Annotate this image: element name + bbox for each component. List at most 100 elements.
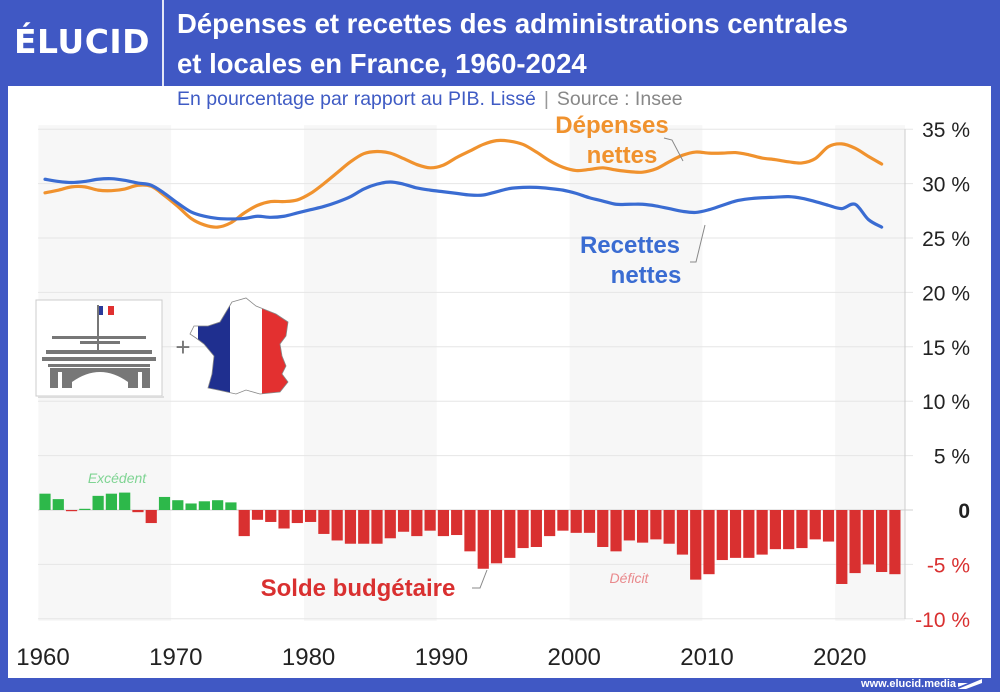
bar-1987 xyxy=(397,510,410,532)
bar-1968 xyxy=(145,510,157,524)
surplus-annotation: Excédent xyxy=(88,470,147,486)
title-line-1: Dépenses et recettes des administrations… xyxy=(177,8,848,39)
bar-2013 xyxy=(743,510,755,558)
bar-2022 xyxy=(862,510,874,565)
bar-1966 xyxy=(119,492,131,510)
series-lines xyxy=(43,138,884,229)
budget-balance-bars xyxy=(39,492,901,584)
bar-2016 xyxy=(783,510,795,550)
depenses-label-line2: nettes xyxy=(587,142,658,169)
bar-1990 xyxy=(437,510,449,537)
x-tick-label: 2020 xyxy=(813,644,866,671)
bar-1971 xyxy=(185,503,197,510)
bar-1996 xyxy=(517,510,529,549)
x-tick-label: 1960 xyxy=(16,644,69,671)
bar-1977 xyxy=(265,510,277,522)
bar-1961 xyxy=(52,499,64,510)
bar-1981 xyxy=(318,510,330,534)
bar-1988 xyxy=(411,510,423,537)
elucid-logo: ÉLUCID xyxy=(14,22,151,61)
bar-2003 xyxy=(610,510,622,552)
x-tick-label: 1970 xyxy=(149,644,202,671)
header-divider xyxy=(162,0,164,86)
bar-2015 xyxy=(769,510,781,550)
depenses-connector xyxy=(663,137,684,162)
bar-1997 xyxy=(530,510,542,547)
plus-icon: + xyxy=(175,332,190,362)
y-tick-label: 15 % xyxy=(922,337,970,360)
bar-1980 xyxy=(305,510,317,522)
bar-2017 xyxy=(796,510,808,549)
y-tick-label: -10 % xyxy=(915,609,970,632)
bar-2019 xyxy=(822,510,835,542)
y-tick-label: -5 % xyxy=(927,554,970,577)
footer-url[interactable]: www.elucid.media xyxy=(861,678,956,690)
bar-1989 xyxy=(424,510,436,531)
y-tick-label: 35 % xyxy=(922,119,970,142)
bar-1982 xyxy=(331,510,343,541)
recettes-label-line2: nettes xyxy=(611,262,682,289)
recettes-label-line1: Recettes xyxy=(580,232,680,259)
y-tick-label: 0 xyxy=(958,500,970,523)
bar-1960 xyxy=(39,493,51,510)
y-tick-label: 5 % xyxy=(934,446,970,469)
bar-1967 xyxy=(132,510,144,513)
subtitle-text: En pourcentage par rapport au PIB. Lissé xyxy=(177,88,536,110)
bar-2001 xyxy=(583,510,596,533)
bar-2024 xyxy=(889,510,901,575)
bar-1991 xyxy=(451,510,463,536)
title-line-2: et locales en France, 1960-2024 xyxy=(177,48,587,79)
building-with-flag-icon xyxy=(35,299,164,398)
bar-1986 xyxy=(384,510,396,539)
bar-1979 xyxy=(291,510,303,524)
bar-1984 xyxy=(358,510,370,544)
solde-connector xyxy=(472,569,488,589)
recettes-line xyxy=(43,177,884,229)
bar-2023 xyxy=(876,510,888,573)
bar-2009 xyxy=(690,510,702,580)
subtitle-separator: | xyxy=(543,88,549,110)
bar-1974 xyxy=(225,502,237,510)
bar-1993 xyxy=(477,510,489,569)
bar-1995 xyxy=(504,510,516,558)
bar-1975 xyxy=(238,510,250,537)
bar-1962 xyxy=(65,510,78,512)
bar-2011 xyxy=(716,510,728,561)
bar-2012 xyxy=(729,510,742,558)
recettes-connector xyxy=(690,224,706,263)
chart-title: Dépenses et recettes des administrations… xyxy=(177,4,987,84)
x-tick-label: 1980 xyxy=(282,644,335,671)
depenses-label-line1: Dépenses xyxy=(555,112,668,139)
depenses-line xyxy=(43,138,884,229)
bar-1978 xyxy=(278,510,290,529)
bar-1963 xyxy=(79,508,91,510)
bar-1964 xyxy=(92,495,104,510)
bar-2014 xyxy=(756,510,768,555)
axis-ticks: 35 % 30 % 25 % 20 % 15 % 10 % 5 % 0 -5 % -10 % 196… xyxy=(16,119,970,671)
bar-1976 xyxy=(251,510,264,520)
bar-2008 xyxy=(676,510,689,555)
deficit-annotation: Déficit xyxy=(610,570,650,586)
solde-label: Solde budgétaire xyxy=(261,575,456,602)
x-tick-label: 2000 xyxy=(548,644,601,671)
chart-panel xyxy=(8,86,991,678)
bar-2018 xyxy=(809,510,821,540)
elucid-mark-icon xyxy=(958,679,982,689)
source-text: Source : Insee xyxy=(556,88,683,110)
bar-1970 xyxy=(172,500,184,510)
bar-1973 xyxy=(212,500,224,510)
x-tick-label: 2010 xyxy=(680,644,733,671)
header: ÉLUCID Dépenses et recettes des administ… xyxy=(0,0,1000,86)
y-tick-label: 25 % xyxy=(922,228,970,251)
bar-2020 xyxy=(836,510,848,584)
bar-1965 xyxy=(105,493,117,510)
bar-2004 xyxy=(623,510,635,541)
bar-2002 xyxy=(597,510,609,547)
bar-1998 xyxy=(544,510,556,537)
bar-1994 xyxy=(490,510,503,564)
bar-1983 xyxy=(344,510,357,544)
y-tick-label: 10 % xyxy=(922,391,970,414)
x-tick-label: 1990 xyxy=(415,644,468,671)
bar-1999 xyxy=(557,510,569,531)
